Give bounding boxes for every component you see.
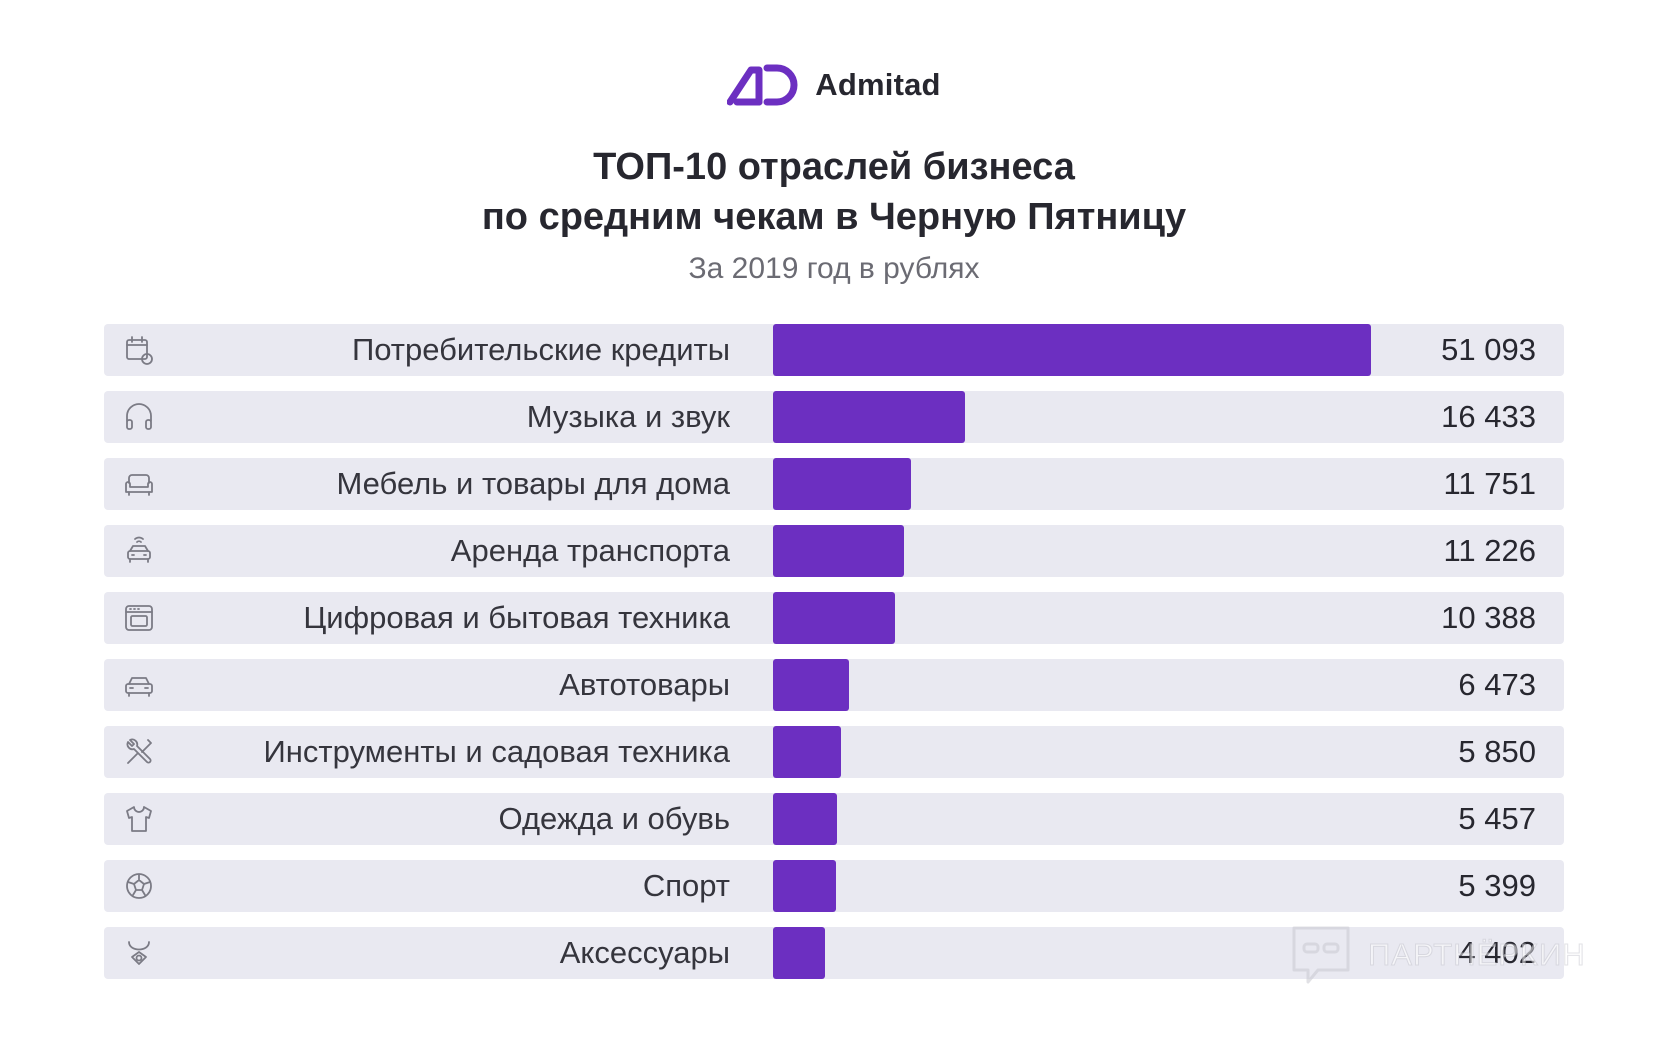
- value-label: 16 433: [1441, 399, 1536, 434]
- bar-row: Одежда и обувь 5 457: [104, 793, 1564, 845]
- bar: [773, 793, 837, 845]
- title-line-2: по средним чекам в Черную Пятницу: [481, 196, 1187, 238]
- value-label: 5 850: [1458, 734, 1536, 769]
- bar: [773, 525, 904, 577]
- value-label: 10 388: [1441, 600, 1536, 635]
- bar: [773, 324, 1371, 376]
- value-label: 4 402: [1458, 935, 1536, 970]
- category-label: Аренда транспорта: [450, 533, 730, 568]
- bar-row: Потребительские кредиты 51 093: [104, 324, 1564, 376]
- category-label: Мебель и товары для дома: [336, 466, 730, 501]
- bar: [773, 659, 849, 711]
- sofa-icon: [122, 467, 156, 501]
- headphones-icon: [122, 400, 156, 434]
- necklace-icon: [122, 936, 156, 970]
- brand-name: Admitad: [815, 67, 941, 102]
- value-label: 5 457: [1458, 801, 1536, 836]
- category-label: Автотовары: [559, 667, 730, 702]
- shirt-icon: [122, 802, 156, 836]
- car-icon: [122, 668, 156, 702]
- category-label: Потребительские кредиты: [351, 332, 730, 367]
- category-label: Спорт: [642, 868, 730, 903]
- watermark: ПАРТНЁРКИН: [1288, 922, 1586, 988]
- oven-icon: [122, 601, 156, 635]
- bar-row: Аренда транспорта 11 226: [104, 525, 1564, 577]
- value-label: 51 093: [1441, 332, 1536, 367]
- value-label: 5 399: [1458, 868, 1536, 903]
- bar-chart: Потребительские кредиты 51 093 Музыка и зв…: [104, 324, 1564, 994]
- bar-row: Музыка и звук 16 433: [104, 391, 1564, 443]
- bar-row: Мебель и товары для дома 11 751: [104, 458, 1564, 510]
- bar-row: Инструменты и садовая техника 5 850: [104, 726, 1564, 778]
- admitad-logo-icon: [727, 64, 798, 106]
- bar-row: Цифровая и бытовая техника 10 388: [104, 592, 1564, 644]
- credit-icon: [122, 333, 156, 367]
- value-label: 11 226: [1443, 533, 1536, 568]
- bar: [773, 391, 965, 443]
- category-label: Инструменты и садовая техника: [263, 734, 731, 769]
- taxi-icon: [122, 534, 156, 568]
- value-label: 11 751: [1443, 466, 1536, 501]
- bar: [773, 592, 895, 644]
- category-label: Цифровая и бытовая техника: [303, 600, 730, 635]
- ball-icon: [122, 869, 156, 903]
- category-label: Музыка и звук: [526, 399, 730, 434]
- bar-row: Автотовары 6 473: [104, 659, 1564, 711]
- bar: [773, 927, 825, 979]
- tools-icon: [122, 735, 156, 769]
- page-subtitle: За 2019 год в рублях: [688, 252, 980, 285]
- admitad-logo: Admitad: [0, 62, 1668, 108]
- category-label: Одежда и обувь: [498, 801, 730, 836]
- watermark-text: ПАРТНЁРКИН: [1368, 937, 1586, 973]
- bar: [773, 860, 836, 912]
- value-label: 6 473: [1458, 667, 1536, 702]
- bar: [773, 726, 841, 778]
- title-line-1: ТОП-10 отраслей бизнеса: [593, 146, 1075, 188]
- bar-row: Спорт 5 399: [104, 860, 1564, 912]
- page-title: ТОП-10 отраслей бизнеса по средним чекам…: [0, 142, 1668, 242]
- watermark-logo-icon: [1292, 926, 1350, 984]
- bar: [773, 458, 911, 510]
- category-label: Аксессуары: [559, 935, 730, 970]
